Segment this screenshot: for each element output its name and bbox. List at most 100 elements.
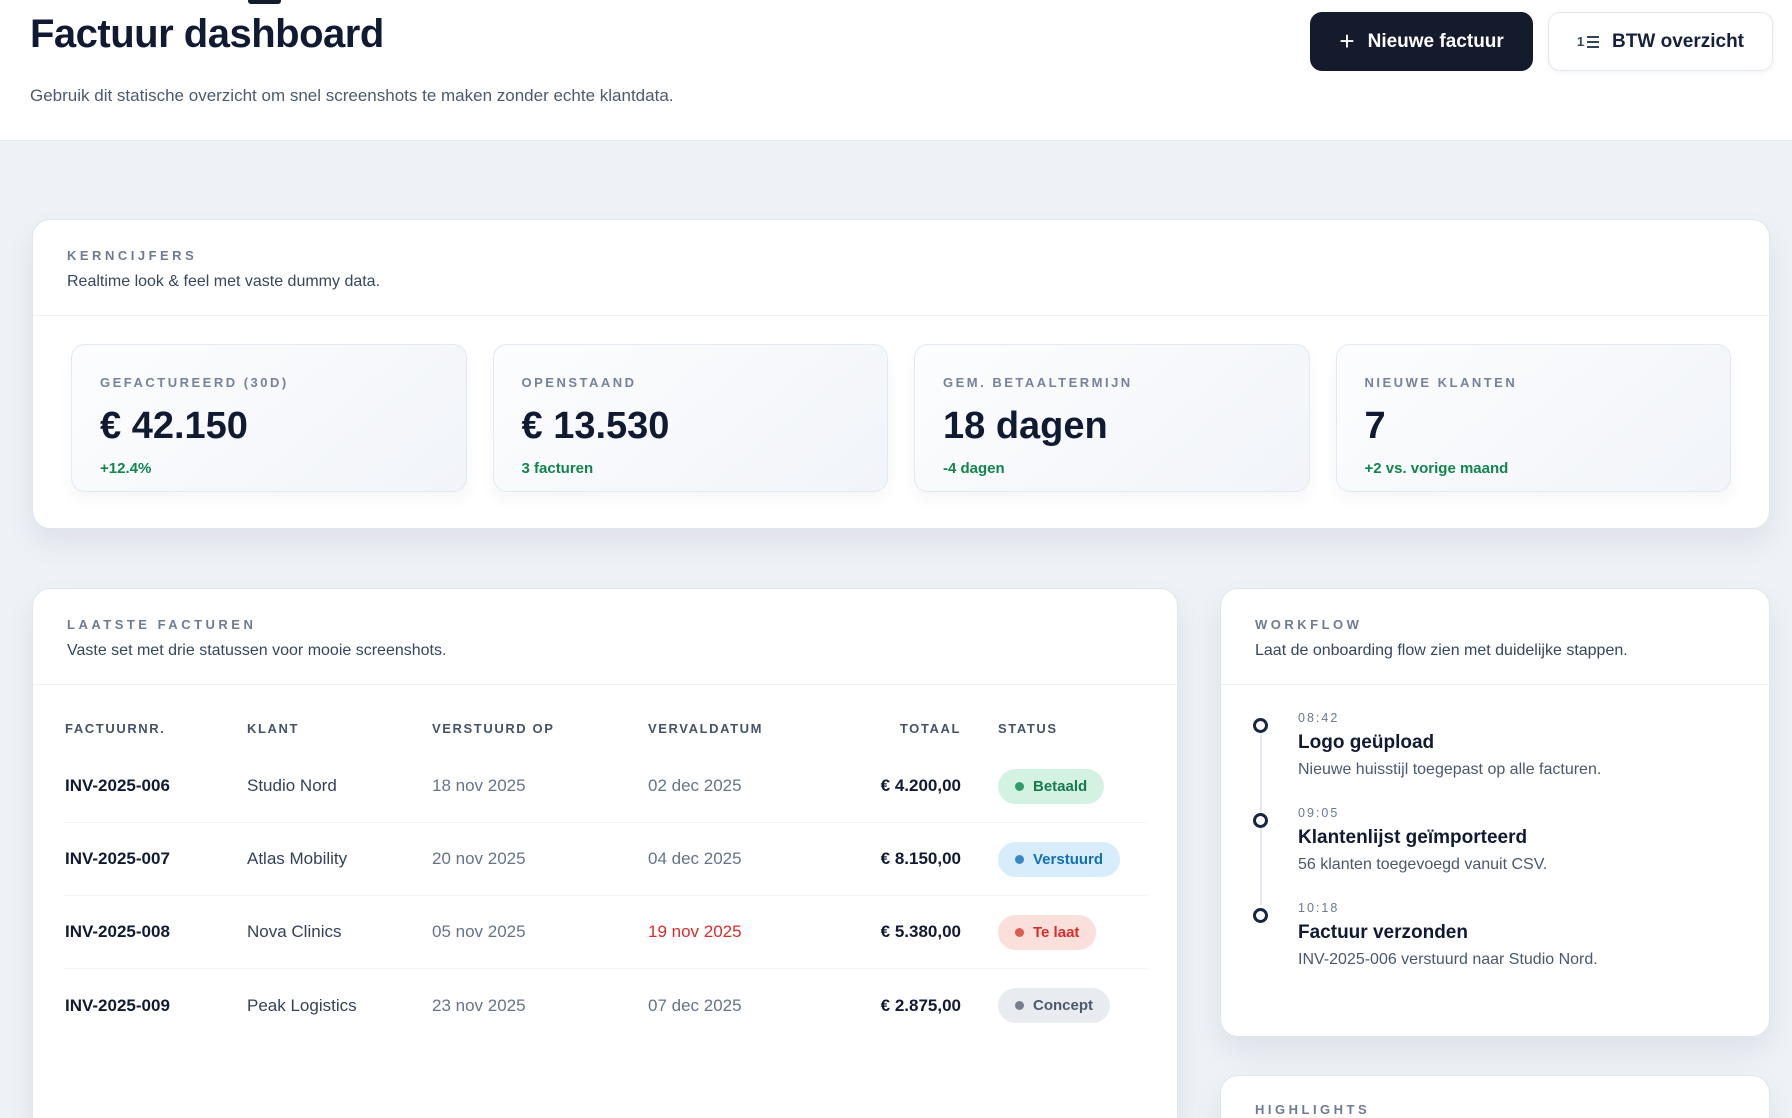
invoice-due-date: 02 dec 2025 xyxy=(648,776,742,795)
page-subtitle: Gebruik dit statische overzicht om snel … xyxy=(30,86,674,105)
table-row: INV-2025-009 Peak Logistics 23 nov 2025 … xyxy=(63,969,1147,1042)
invoice-total: € 4.200,00 xyxy=(880,776,961,795)
new-invoice-button[interactable]: + Nieuwe factuur xyxy=(1310,12,1533,71)
latest-invoices-header: LAATSTE FACTUREN Vaste set met drie stat… xyxy=(33,589,1177,685)
timeline-step: 09:05 Klantenlijst geïmporteerd 56 klant… xyxy=(1253,806,1737,874)
column-header-sent-on: VERSTUURD OP xyxy=(432,721,555,736)
column-header-status: STATUS xyxy=(998,721,1058,736)
status-badge-label: Betaald xyxy=(1033,777,1088,795)
invoices-table: FACTUURNR. KLANT VERSTUURD OP VERVALDATU… xyxy=(33,685,1177,1042)
invoice-number: INV-2025-009 xyxy=(65,995,170,1015)
invoice-sent-date: 20 nov 2025 xyxy=(432,849,526,868)
invoice-total: € 8.150,00 xyxy=(880,849,961,868)
btw-overview-button-label: BTW overzicht xyxy=(1612,30,1744,52)
stat-delta: 3 facturen xyxy=(521,460,594,477)
invoice-due-date: 07 dec 2025 xyxy=(648,995,742,1015)
stat-card-invoiced-30d: GEFACTUREERD (30D) € 42.150 +12.4% xyxy=(71,344,467,492)
step-description: INV-2025-006 verstuurd naar Studio Nord. xyxy=(1298,951,1598,968)
btw-overview-button[interactable]: 1 BTW overzicht xyxy=(1547,12,1773,71)
table-row: INV-2025-008 Nova Clinics 05 nov 2025 19… xyxy=(63,896,1147,969)
invoice-total: € 5.380,00 xyxy=(880,922,961,941)
invoice-due-date: 19 nov 2025 xyxy=(648,922,742,941)
invoice-status-cell: Betaald xyxy=(961,768,1145,804)
step-time: 09:05 xyxy=(1298,806,1340,820)
invoice-status-cell: Verstuurd xyxy=(961,841,1145,877)
column-header-total: TOTAAL xyxy=(899,721,961,736)
workflow-header: WORKFLOW Laat de onboarding flow zien me… xyxy=(1221,589,1769,685)
stat-value: 7 xyxy=(1364,405,1386,447)
invoice-sent-date: 18 nov 2025 xyxy=(432,776,526,795)
latest-invoices-card: LAATSTE FACTUREN Vaste set met drie stat… xyxy=(32,588,1178,1118)
invoice-due-date: 04 dec 2025 xyxy=(648,849,742,868)
invoice-client: Studio Nord xyxy=(247,776,337,795)
invoice-sent-date: 23 nov 2025 xyxy=(432,995,526,1015)
timeline-step: 08:42 Logo geüpload Nieuwe huisstijl toe… xyxy=(1253,711,1737,779)
invoice-client: Atlas Mobility xyxy=(247,849,348,868)
latest-invoices-subtitle: Vaste set met drie statussen voor mooie … xyxy=(67,642,447,659)
invoice-total: € 2.875,00 xyxy=(880,995,961,1015)
invoice-status-cell: Concept xyxy=(961,988,1145,1023)
stat-value: € 42.150 xyxy=(100,405,248,447)
invoice-number: INV-2025-007 xyxy=(65,849,170,868)
key-figures-header: KERNCIJFERS Realtime look & feel met vas… xyxy=(33,220,1769,316)
step-time: 10:18 xyxy=(1298,901,1340,915)
invoice-client: Nova Clinics xyxy=(247,922,342,941)
invoice-status-cell: Te laat xyxy=(961,914,1145,950)
latest-invoices-label: LAATSTE FACTUREN xyxy=(67,617,257,632)
highlights-label: HIGHLIGHTS xyxy=(1255,1102,1371,1117)
column-header-invoice-nr: FACTUURNR. xyxy=(65,721,166,736)
invoice-sent-date: 05 nov 2025 xyxy=(432,922,526,941)
stat-delta: +12.4% xyxy=(100,460,152,477)
stat-delta: +2 vs. vorige maand xyxy=(1364,460,1509,477)
cut-off-badge xyxy=(248,0,281,4)
status-badge-label: Concept xyxy=(1033,997,1093,1014)
key-figures-subtitle: Realtime look & feel met vaste dummy dat… xyxy=(67,273,381,290)
invoice-client: Peak Logistics xyxy=(247,995,357,1015)
step-description: 56 klanten toegevoegd vanuit CSV. xyxy=(1298,856,1548,873)
stat-label: NIEUWE KLANTEN xyxy=(1364,375,1518,390)
stat-card-avg-payment-term: GEM. BETAALTERMIJN 18 dagen -4 dagen xyxy=(914,344,1310,492)
column-header-due-date: VERVALDATUM xyxy=(648,721,764,736)
page-header: Factuur dashboard Gebruik dit statische … xyxy=(0,0,1792,141)
workflow-label: WORKFLOW xyxy=(1255,617,1363,632)
workflow-subtitle: Laat de onboarding flow zien met duideli… xyxy=(1255,642,1628,659)
status-badge-label: Verstuurd xyxy=(1033,850,1104,868)
key-figures-card: KERNCIJFERS Realtime look & feel met vas… xyxy=(32,219,1770,529)
stat-card-outstanding: OPENSTAAND € 13.530 3 facturen xyxy=(492,344,888,492)
stat-label: OPENSTAAND xyxy=(521,375,637,390)
status-badge: Betaald xyxy=(998,768,1105,804)
invoice-number: INV-2025-006 xyxy=(65,776,170,795)
stat-value: € 13.530 xyxy=(521,405,670,447)
stat-card-new-customers: NIEUWE KLANTEN 7 +2 vs. vorige maand xyxy=(1335,344,1731,492)
column-header-client: KLANT xyxy=(247,721,300,736)
key-figures-label: KERNCIJFERS xyxy=(67,248,198,263)
table-row: INV-2025-007 Atlas Mobility 20 nov 2025 … xyxy=(63,823,1147,896)
status-dot-icon xyxy=(1015,781,1024,791)
status-badge: Concept xyxy=(998,988,1110,1023)
page-title: Factuur dashboard xyxy=(30,12,384,56)
invoice-number: INV-2025-008 xyxy=(65,922,170,941)
new-invoice-button-label: Nieuwe factuur xyxy=(1367,30,1504,52)
workflow-timeline: 08:42 Logo geüpload Nieuwe huisstijl toe… xyxy=(1221,685,1769,969)
timeline-dot-icon xyxy=(1253,813,1268,828)
timeline-step: 10:18 Factuur verzonden INV-2025-006 ver… xyxy=(1253,901,1737,969)
invoices-table-header-row: FACTUURNR. KLANT VERSTUURD OP VERVALDATU… xyxy=(63,685,1147,750)
numbered-list-icon: 1 xyxy=(1577,35,1600,48)
stat-delta: -4 dagen xyxy=(943,460,1005,477)
status-badge: Te laat xyxy=(998,914,1097,950)
table-row: INV-2025-006 Studio Nord 18 nov 2025 02 … xyxy=(63,750,1147,823)
stats-row: GEFACTUREERD (30D) € 42.150 +12.4% OPENS… xyxy=(33,316,1769,520)
status-dot-icon xyxy=(1015,854,1024,864)
status-dot-icon xyxy=(1015,927,1024,937)
step-description: Nieuwe huisstijl toegepast op alle factu… xyxy=(1298,761,1602,778)
plus-icon: + xyxy=(1339,25,1355,56)
status-badge: Verstuurd xyxy=(998,841,1121,877)
status-badge-label: Te laat xyxy=(1033,923,1080,941)
workflow-card: WORKFLOW Laat de onboarding flow zien me… xyxy=(1220,588,1770,1037)
step-title: Logo geüpload xyxy=(1298,732,1435,753)
highlights-card: HIGHLIGHTS xyxy=(1220,1075,1770,1118)
highlights-header: HIGHLIGHTS xyxy=(1221,1076,1769,1118)
header-actions: + Nieuwe factuur 1 BTW overzicht xyxy=(1310,12,1773,71)
stat-value: 18 dagen xyxy=(943,405,1108,447)
step-title: Factuur verzonden xyxy=(1298,922,1468,943)
